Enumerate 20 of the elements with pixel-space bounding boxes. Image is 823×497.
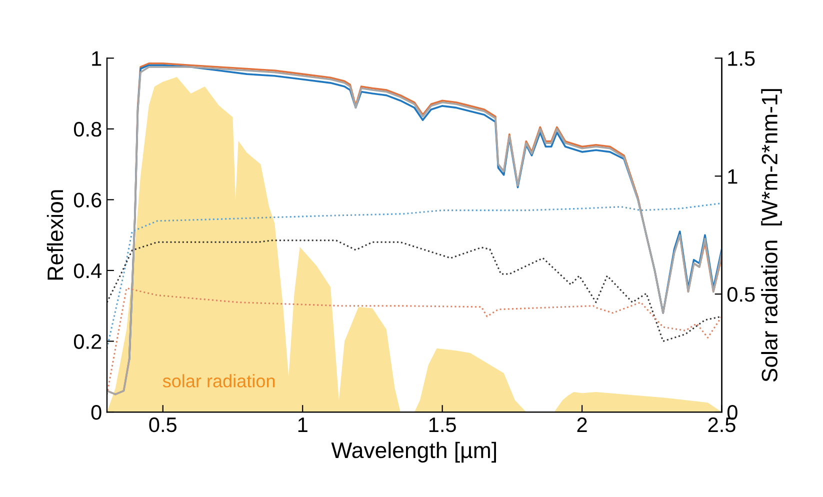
y-axis-title: Reflexion [46, 190, 64, 280]
y-tick-label: 0.6 [74, 192, 102, 208]
y2-tick-label: 1.5 [728, 51, 755, 66]
line-series [106, 202, 722, 350]
x-axis-title: Wavelength [µm] [331, 442, 496, 463]
line-series [106, 240, 722, 342]
y-tick-label: 0.8 [74, 122, 102, 137]
y-tick-label: 0.4 [74, 263, 102, 278]
y-tick-label: 0.2 [74, 334, 102, 349]
y2-tick-label: 1 [728, 169, 738, 184]
annotation: solar radiation [162, 374, 275, 388]
y-tick-label: 1 [92, 51, 102, 66]
x-tick-label: 2 [577, 417, 587, 432]
x-tick-label: 0.5 [149, 417, 176, 432]
x-tick-label: 1.5 [429, 418, 456, 432]
x-tick-label: 1 [298, 418, 308, 432]
y-tick-label: 0 [91, 405, 102, 420]
y2-axis-title: Solar radiation [W*m-2*nm-1] [761, 89, 782, 382]
y2-tick-label: 0.5 [727, 287, 755, 302]
line-series [106, 287, 722, 396]
